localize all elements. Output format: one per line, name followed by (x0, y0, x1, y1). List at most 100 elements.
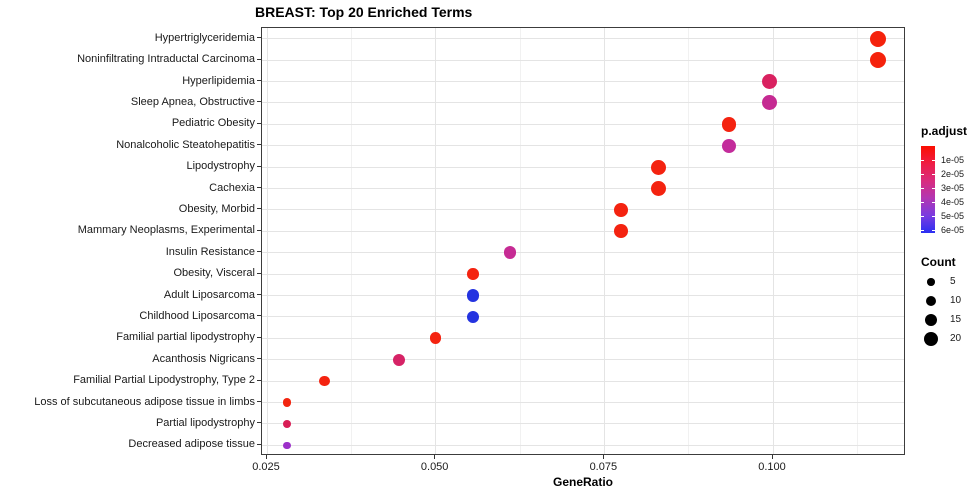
count-legend-label: 5 (950, 276, 956, 287)
count-legend-dot (927, 278, 935, 286)
y-axis-tick (257, 358, 261, 360)
colorbar-tick-label: 6e-05 (941, 225, 965, 236)
legend-count-title: Count (921, 255, 956, 269)
count-legend-dot (925, 295, 937, 307)
y-axis-label: Obesity, Visceral (173, 267, 255, 280)
y-axis-label: Sleep Apnea, Obstructive (130, 95, 255, 108)
plot-panel (261, 27, 905, 455)
data-point (466, 310, 479, 323)
data-point (283, 398, 292, 407)
x-axis-tick-label: 0.100 (758, 461, 786, 473)
y-axis-label: Familial Partial Lipodystrophy, Type 2 (73, 374, 255, 387)
colorbar-tick-label: 1e-05 (941, 155, 965, 166)
y-axis-tick (257, 294, 261, 295)
data-point (614, 202, 629, 217)
y-axis-tick (257, 101, 261, 103)
count-legend-dot (923, 331, 939, 347)
data-point (283, 441, 291, 450)
chart-title: BREAST: Top 20 Enriched Terms (255, 4, 473, 20)
y-axis-tick (257, 80, 261, 81)
y-axis-tick (257, 208, 261, 210)
y-axis-tick (257, 336, 261, 338)
colorbar-tick (921, 160, 924, 162)
gridline-horizontal (262, 337, 904, 339)
gridline-horizontal (262, 230, 904, 232)
x-axis-title: GeneRatio (552, 475, 613, 489)
gridline-horizontal (262, 166, 904, 168)
gridline-horizontal (262, 59, 904, 61)
gridline-vertical (772, 28, 774, 454)
colorbar-tick (932, 202, 935, 204)
y-axis-label: Cachexia (209, 181, 255, 194)
y-axis-label: Noninfiltrating Intraductal Carcinoma (77, 53, 255, 66)
data-point (319, 375, 330, 387)
gridline-vertical-minor (519, 28, 521, 454)
y-axis-label: Mammary Neoplasms, Experimental (77, 224, 255, 237)
count-legend-label: 15 (950, 314, 962, 325)
y-axis-label: Insulin Resistance (165, 245, 255, 258)
colorbar-tick-label: 5e-05 (941, 211, 965, 222)
data-point (503, 246, 517, 259)
colorbar-tick (921, 230, 924, 232)
data-point (869, 52, 886, 69)
gridline-horizontal (262, 273, 904, 275)
data-point (650, 181, 666, 196)
gridline-horizontal (262, 188, 904, 189)
x-axis-tick-label: 0.050 (420, 461, 449, 473)
gridline-vertical (603, 28, 605, 454)
y-axis-tick (257, 272, 261, 274)
gridline-horizontal (262, 359, 904, 361)
colorbar-tick-label: 4e-05 (941, 197, 965, 208)
gridline-horizontal (262, 81, 904, 82)
count-legend-dot (924, 313, 938, 327)
colorbar-tick (921, 202, 924, 204)
colorbar-tick (932, 230, 935, 232)
data-point (721, 116, 737, 132)
y-axis-tick (257, 422, 261, 424)
data-point (869, 30, 886, 47)
gridline-horizontal (262, 402, 904, 403)
gridline-horizontal (262, 295, 904, 296)
count-legend-label: 20 (950, 333, 962, 344)
y-axis-label: Acanthosis Nigricans (152, 352, 255, 365)
x-axis-tick-label: 0.075 (589, 461, 618, 473)
y-axis-tick (257, 379, 261, 381)
data-point (650, 159, 666, 175)
x-axis-tick-label: 0.025 (252, 461, 280, 473)
colorbar-tick (932, 174, 935, 176)
y-axis-label: Childhood Liposarcoma (139, 309, 255, 322)
y-axis-label: Nonalcoholic Steatohepatitis (116, 138, 255, 151)
x-axis-tick (265, 455, 267, 459)
y-axis-label: Familial partial lipodystrophy (116, 331, 255, 344)
y-axis-label: Pediatric Obesity (171, 117, 255, 130)
x-axis-tick (602, 455, 604, 459)
gridline-horizontal (262, 423, 904, 425)
x-axis-tick (434, 455, 436, 459)
colorbar-tick-label: 3e-05 (941, 183, 965, 194)
y-axis-label: Obesity, Morbid (178, 202, 255, 215)
gridline-horizontal (262, 380, 904, 382)
gridline-horizontal (262, 145, 904, 147)
y-axis-tick (257, 443, 261, 445)
gridline-horizontal (262, 444, 904, 446)
gridline-vertical-minor (856, 28, 858, 454)
y-axis-tick (257, 144, 261, 146)
legend-p-adjust-title: p.adjust (921, 124, 968, 138)
data-point (466, 289, 479, 302)
p-adjust-colorbar (921, 146, 935, 233)
y-axis-label: Lipodystrophy (186, 160, 256, 173)
gridline-horizontal (262, 102, 904, 104)
data-point (722, 138, 737, 153)
y-axis-tick (257, 229, 261, 231)
y-axis-label: Decreased adipose tissue (128, 438, 255, 451)
count-legend-label: 10 (950, 295, 962, 306)
gridline-horizontal (262, 123, 904, 125)
y-axis-tick (257, 58, 261, 60)
data-point (392, 353, 405, 366)
y-axis-label: Hypertriglyceridemia (154, 31, 255, 44)
y-axis-tick (257, 187, 261, 188)
gridline-horizontal (262, 38, 904, 40)
colorbar-tick-label: 2e-05 (941, 169, 965, 180)
y-axis-label: Hyperlipidemia (182, 74, 255, 87)
